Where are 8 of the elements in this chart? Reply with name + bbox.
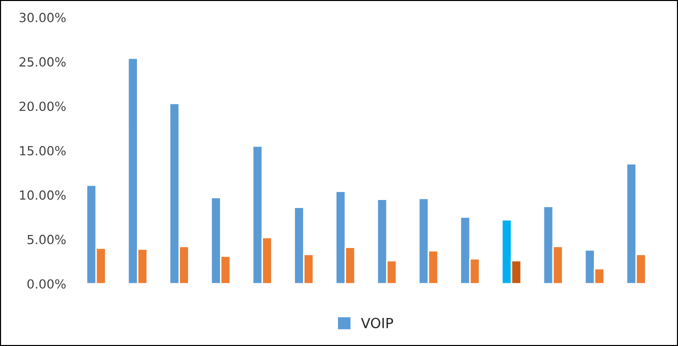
y-tick-label: 5.00%: [28, 234, 66, 244]
y-tick-label: 10.00%: [20, 190, 66, 200]
legend-label: VOIP: [361, 318, 394, 328]
y-tick-label: 15.00%: [20, 146, 66, 156]
y-tick-label: 25.00%: [20, 57, 66, 67]
y-tick-label: 30.00%: [20, 12, 66, 22]
y-tick-label: 0.00%: [27, 279, 66, 289]
y-tick-label: 20.00%: [20, 102, 66, 112]
